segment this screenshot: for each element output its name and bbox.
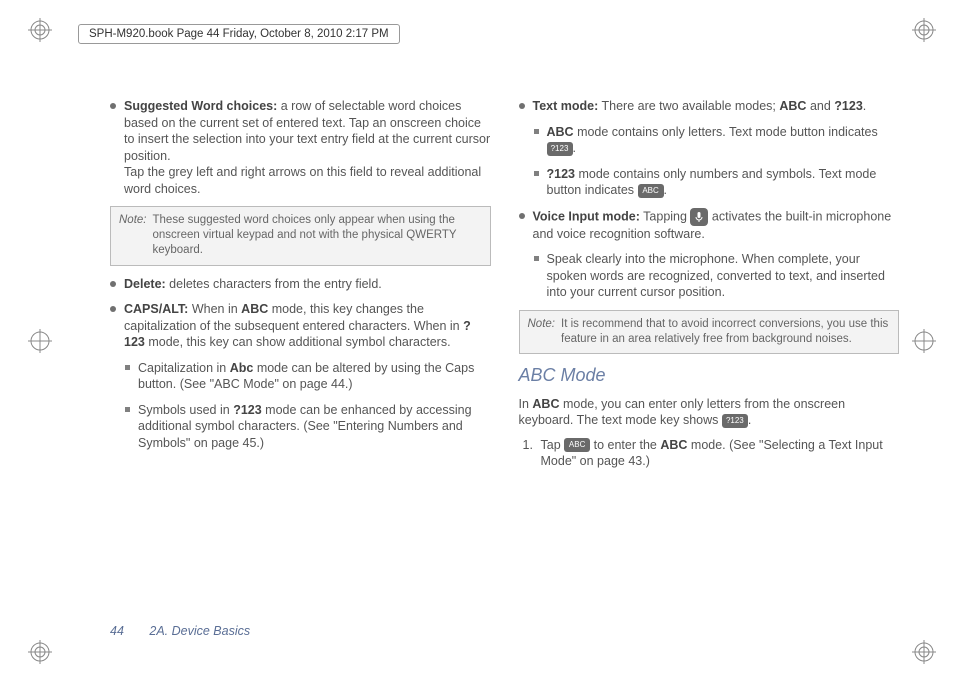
square-bullet-icon bbox=[534, 171, 539, 176]
page-number: 44 bbox=[110, 624, 124, 638]
bullet-icon bbox=[110, 103, 116, 109]
key-icon: ABC bbox=[638, 184, 664, 198]
sub-list-item: Speak clearly into the microphone. When … bbox=[519, 251, 900, 301]
note-label: Note: bbox=[528, 317, 556, 347]
paragraph: In ABC mode, you can enter only letters … bbox=[519, 396, 900, 429]
list-item: Voice Input mode: Tapping activates the … bbox=[519, 208, 900, 243]
note-text: It is recommend that to avoid incorrect … bbox=[561, 317, 890, 347]
step-number: 1. bbox=[523, 437, 533, 454]
key-icon: ABC bbox=[564, 438, 590, 452]
square-bullet-icon bbox=[534, 129, 539, 134]
list-item: Text mode: There are two available modes… bbox=[519, 98, 900, 115]
note-text: These suggested word choices only appear… bbox=[153, 213, 482, 259]
item-body-2: Tap the grey left and right arrows on th… bbox=[124, 164, 491, 197]
item-body: deletes characters from the entry field. bbox=[166, 277, 382, 291]
bullet-icon bbox=[519, 103, 525, 109]
crop-mark-icon bbox=[28, 18, 52, 42]
note-box: Note: It is recommend that to avoid inco… bbox=[519, 310, 900, 354]
crop-mark-icon bbox=[912, 640, 936, 664]
item-title: CAPS/ALT: bbox=[124, 302, 188, 316]
numbered-step: 1. Tap ABC to enter the ABC mode. (See "… bbox=[519, 437, 900, 470]
bullet-icon bbox=[519, 213, 525, 219]
note-box: Note: These suggested word choices only … bbox=[110, 206, 491, 266]
bullet-icon bbox=[110, 281, 116, 287]
crop-mark-icon bbox=[28, 329, 52, 353]
sub-list-item: ABC mode contains only letters. Text mod… bbox=[519, 124, 900, 157]
section-title: 2A. Device Basics bbox=[149, 624, 250, 638]
page-content: Suggested Word choices: a row of selecta… bbox=[110, 98, 899, 622]
bullet-icon bbox=[110, 306, 116, 312]
square-bullet-icon bbox=[534, 256, 539, 261]
sub-list-item: ?123 mode contains only numbers and symb… bbox=[519, 166, 900, 199]
crop-mark-icon bbox=[912, 18, 936, 42]
sub-list-item: Symbols used in ?123 mode can be enhance… bbox=[110, 402, 491, 452]
key-icon: ?123 bbox=[547, 142, 573, 156]
square-bullet-icon bbox=[125, 365, 130, 370]
note-label: Note: bbox=[119, 213, 147, 259]
list-item: Suggested Word choices: a row of selecta… bbox=[110, 98, 491, 197]
page-footer: 44 2A. Device Basics bbox=[110, 624, 250, 638]
list-item: CAPS/ALT: When in ABC mode, this key cha… bbox=[110, 301, 491, 351]
list-item: Delete: deletes characters from the entr… bbox=[110, 276, 491, 293]
section-heading: ABC Mode bbox=[519, 364, 900, 388]
square-bullet-icon bbox=[125, 407, 130, 412]
key-icon: ?123 bbox=[722, 414, 748, 428]
header-text: SPH-M920.book Page 44 Friday, October 8,… bbox=[89, 28, 389, 40]
page-header: SPH-M920.book Page 44 Friday, October 8,… bbox=[78, 24, 400, 44]
crop-mark-icon bbox=[28, 640, 52, 664]
sub-list-item: Capitalization in Abc mode can be altere… bbox=[110, 360, 491, 393]
item-title: Delete: bbox=[124, 277, 166, 291]
right-column: Text mode: There are two available modes… bbox=[519, 98, 900, 622]
left-column: Suggested Word choices: a row of selecta… bbox=[110, 98, 491, 622]
item-title: Suggested Word choices: bbox=[124, 99, 277, 113]
microphone-icon bbox=[690, 208, 708, 226]
crop-mark-icon bbox=[912, 329, 936, 353]
